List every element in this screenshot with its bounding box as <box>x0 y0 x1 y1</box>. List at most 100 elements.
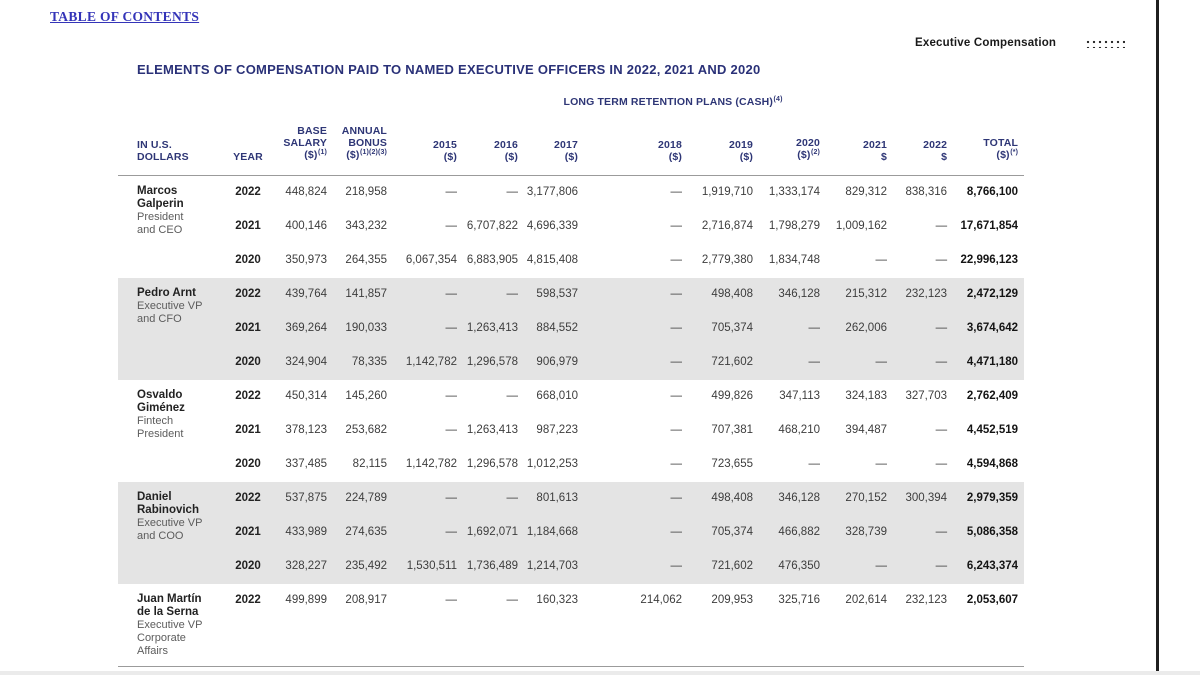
value-cell: 232,123 <box>905 288 948 300</box>
value-cell: 274,635 <box>345 526 387 538</box>
value-cell: 1,692,071 <box>466 526 518 538</box>
value-cell: — <box>808 458 821 470</box>
value-cell: — <box>935 424 948 436</box>
value-cell: 235,492 <box>345 560 387 572</box>
value-cell: — <box>445 220 458 232</box>
value-cell: 1,142,782 <box>405 458 457 470</box>
executive-name: Giménez <box>137 402 185 414</box>
table-row: 2021 400,146 343,232 — 6,707,822 4,696,339 — 2,… <box>118 210 1024 244</box>
value-cell: 2,716,874 <box>701 220 753 232</box>
value-cell: 723,655 <box>711 458 753 470</box>
value-cell: 82,115 <box>352 458 387 470</box>
value-cell: — <box>875 356 888 368</box>
executive-name: Galperin <box>137 198 184 210</box>
value-cell: 337,485 <box>285 458 327 470</box>
year-cell: 2020 <box>235 458 261 470</box>
value-cell: — <box>670 424 683 436</box>
value-cell: 499,826 <box>711 390 753 402</box>
year-cell: 2022 <box>235 594 261 606</box>
value-cell: — <box>935 254 948 266</box>
value-cell: 224,789 <box>345 492 387 504</box>
value-cell: 884,552 <box>536 322 578 334</box>
table-row: 2021 378,123 253,682 — 1,263,413 987,223 — 707,… <box>118 414 1024 448</box>
value-cell: 468,210 <box>778 424 820 436</box>
value-cell: 707,381 <box>711 424 753 436</box>
value-cell: 394,487 <box>845 424 887 436</box>
table-row: 2020 337,485 82,115 1,142,782 1,296,578 1,012… <box>118 448 1024 482</box>
value-cell: 1,263,413 <box>466 322 518 334</box>
value-cell: — <box>935 526 948 538</box>
column-header-cell: 2018 ($) <box>584 116 688 176</box>
value-cell: 347,113 <box>779 390 820 402</box>
value-cell: 1,263,413 <box>466 424 518 436</box>
table-header-row: LONG TERM RETENTION PLANS (CASH)(4) <box>118 90 1024 116</box>
value-cell: 218,958 <box>345 186 387 198</box>
value-cell: 1,834,748 <box>768 254 820 266</box>
value-cell: — <box>670 390 683 402</box>
value-cell: 1,736,489 <box>466 560 518 572</box>
total-cell: 22,996,123 <box>960 254 1019 266</box>
column-header-cell: 2015 ($) <box>393 116 463 176</box>
value-cell: — <box>935 356 948 368</box>
executive-name-cell: Juan Martín de la Serna Executive VP Corpor… <box>118 584 222 667</box>
value-cell: 209,953 <box>711 594 753 606</box>
executive-role: Affairs <box>137 645 168 657</box>
value-cell: 145,260 <box>345 390 387 402</box>
value-cell: 262,006 <box>845 322 887 334</box>
executive-role: Executive VP <box>137 619 203 631</box>
value-cell: 439,764 <box>285 288 327 300</box>
value-cell: — <box>445 186 458 198</box>
table-row: Juan Martín de la Serna Executive VP Corpor… <box>118 584 1024 667</box>
executive-name: Daniel <box>137 491 172 503</box>
executive-role: and CFO <box>137 313 182 325</box>
value-cell: — <box>935 458 948 470</box>
value-cell: 6,883,905 <box>466 254 518 266</box>
executive-name: Osvaldo <box>137 389 183 401</box>
value-cell: — <box>670 492 683 504</box>
value-cell: 141,857 <box>345 288 387 300</box>
value-cell: — <box>935 560 948 572</box>
table-row: 2020 328,227 235,492 1,530,511 1,736,489 1,21… <box>118 550 1024 584</box>
value-cell: 328,227 <box>285 560 327 572</box>
executive-name-cell: Marcos Galperin President and CEO <box>118 176 222 279</box>
value-cell: 253,682 <box>345 424 387 436</box>
year-cell: 2022 <box>235 186 261 198</box>
value-cell: 1,296,578 <box>466 356 518 368</box>
table-row: 2021 433,989 274,635 — 1,692,071 1,184,668 — 70… <box>118 516 1024 550</box>
table-of-contents-link[interactable]: TABLE OF CONTENTS <box>50 9 200 24</box>
value-cell: 346,128 <box>778 288 820 300</box>
value-cell: — <box>670 186 683 198</box>
executive-name-cell: Daniel Rabinovich Executive VP and COO <box>118 482 222 584</box>
value-cell: — <box>506 186 519 198</box>
value-cell: — <box>808 356 821 368</box>
value-cell: — <box>445 492 458 504</box>
executive-role: Executive VP <box>137 300 203 312</box>
executive-role: President <box>137 211 184 223</box>
value-cell: 1,009,162 <box>835 220 887 232</box>
value-cell: 6,067,354 <box>405 254 457 266</box>
value-cell: — <box>808 322 821 334</box>
value-cell: 476,350 <box>778 560 820 572</box>
value-cell: 537,875 <box>285 492 327 504</box>
executive-name: Pedro Arnt <box>137 287 196 299</box>
value-cell: 160,323 <box>536 594 578 606</box>
value-cell: — <box>670 288 683 300</box>
value-cell: 378,123 <box>285 424 327 436</box>
total-cell: 2,762,409 <box>966 390 1019 402</box>
value-cell: 4,815,408 <box>526 254 578 266</box>
executive-group: Juan Martín de la Serna Executive VP Corpor… <box>118 584 1024 667</box>
value-cell: 300,394 <box>905 492 948 504</box>
value-cell: 450,314 <box>285 390 327 402</box>
executive-group: Daniel Rabinovich Executive VP and COO 2022 5… <box>118 482 1025 584</box>
value-cell: 705,374 <box>711 322 753 334</box>
executive-role: Fintech <box>137 415 174 427</box>
year-cell: 2022 <box>235 288 261 300</box>
table-row: Pedro Arnt Executive VP and CFO 2022 439,764… <box>118 278 1024 325</box>
executive-role: Executive VP <box>137 517 203 529</box>
value-cell: 264,355 <box>345 254 387 266</box>
value-cell: 801,613 <box>536 492 578 504</box>
value-cell: 324,183 <box>845 390 887 402</box>
total-cell: 4,594,868 <box>966 458 1019 470</box>
table-row: 2020 324,904 78,335 1,142,782 1,296,578 906,9… <box>118 346 1024 380</box>
value-cell: 327,703 <box>905 390 948 402</box>
